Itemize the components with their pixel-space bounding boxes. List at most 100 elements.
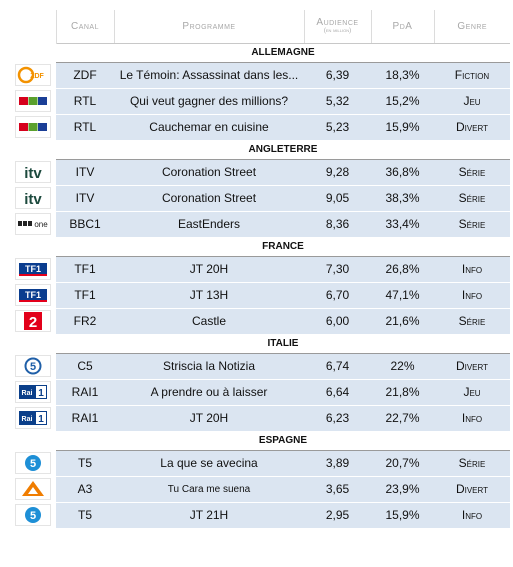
programme-cell: Castle xyxy=(114,308,304,335)
rai1-logo: Rai 1 xyxy=(15,381,51,403)
table-row: ZDF ZDF Le Témoin: Assassinat dans les... 6… xyxy=(10,62,510,89)
channel-logo-cell: TF1 xyxy=(10,256,56,282)
audience-cell: 3,89 xyxy=(304,450,371,477)
channel-cell: RAI1 xyxy=(56,379,114,406)
section-title: ANGLETERRE xyxy=(56,139,510,160)
programme-cell: Le Témoin: Assassinat dans les... xyxy=(114,62,304,89)
table-row: RTL Qui veut gagner des millions? 5,32 15,2… xyxy=(10,88,510,115)
programme-cell: A prendre ou à laisser xyxy=(114,379,304,406)
programme-cell: JT 20H xyxy=(114,256,304,283)
logo-text: 5 xyxy=(30,458,36,470)
section-title: FRANCE xyxy=(56,236,510,257)
header-row: Canal Programme Audience (en million) PdA… xyxy=(10,10,510,44)
logo-text: 5 xyxy=(30,361,36,373)
share-cell: 47,1% xyxy=(371,282,434,309)
channel-logo-cell: Rai 1 xyxy=(10,379,56,405)
channel-logo-cell xyxy=(10,476,56,502)
genre-cell: Divert xyxy=(434,476,510,503)
channel-logo-cell: 2 xyxy=(10,308,56,334)
section-logo-spacer xyxy=(10,140,56,159)
programme-cell: JT 20H xyxy=(114,405,304,432)
table-body: ALLEMAGNE ZDF ZDF Le Témoin: Assassinat dan… xyxy=(10,42,510,529)
channel-cell: TF1 xyxy=(56,282,114,309)
canale5-logo: 5 xyxy=(15,355,51,377)
audience-cell: 3,65 xyxy=(304,476,371,503)
table-row: Rai 1 RAI1 JT 20H 6,23 22,7% Info xyxy=(10,405,510,432)
logo-text: TF1 xyxy=(25,264,41,274)
audience-cell: 6,70 xyxy=(304,282,371,309)
antena3-logo xyxy=(15,478,51,500)
genre-cell: Info xyxy=(434,502,510,529)
table-row: TF1 TF1 JT 20H 7,30 26,8% Info xyxy=(10,256,510,283)
logo-text: 1 xyxy=(38,414,44,425)
logo-text: itv xyxy=(24,165,42,181)
itv-logo: itv xyxy=(15,187,51,209)
logo-text: ZDF xyxy=(30,73,44,80)
table-row: RTL Cauchemar en cuisine 5,23 15,9% Divert xyxy=(10,114,510,141)
audience-cell: 9,05 xyxy=(304,185,371,212)
section-row: ALLEMAGNE xyxy=(10,42,510,63)
section-logo-spacer xyxy=(10,237,56,256)
section-row: FRANCE xyxy=(10,236,510,257)
logo-text: 1 xyxy=(38,388,44,399)
audience-cell: 5,23 xyxy=(304,114,371,141)
share-cell: 36,8% xyxy=(371,159,434,186)
header-genre: Genre xyxy=(434,10,510,44)
genre-cell: Divert xyxy=(434,353,510,380)
programme-cell: JT 13H xyxy=(114,282,304,309)
share-cell: 15,9% xyxy=(371,502,434,529)
table-row: one BBC1 EastEnders 8,36 33,4% Série xyxy=(10,211,510,238)
audience-cell: 5,32 xyxy=(304,88,371,115)
genre-cell: Série xyxy=(434,308,510,335)
channel-cell: T5 xyxy=(56,502,114,529)
table-row: 5 T5 La que se avecina 3,89 20,7% Série xyxy=(10,450,510,477)
channel-cell: T5 xyxy=(56,450,114,477)
telecinco-logo: 5 xyxy=(15,504,51,526)
fr2-logo: 2 xyxy=(15,310,51,332)
header-canal: Canal xyxy=(56,10,115,44)
logo-text: itv xyxy=(24,191,42,207)
programme-cell: Qui veut gagner des millions? xyxy=(114,88,304,115)
logo-text: TF1 xyxy=(25,290,41,300)
section-title: ALLEMAGNE xyxy=(56,42,510,63)
programme-cell: Cauchemar en cuisine xyxy=(114,114,304,141)
section-row: ESPAGNE xyxy=(10,430,510,451)
genre-cell: Série xyxy=(434,450,510,477)
rtl-logo xyxy=(15,116,51,138)
channel-logo-cell: itv xyxy=(10,185,56,211)
channel-cell: ITV xyxy=(56,159,114,186)
genre-cell: Info xyxy=(434,405,510,432)
genre-cell: Série xyxy=(434,211,510,238)
logo-text: Rai xyxy=(22,416,33,423)
share-cell: 21,8% xyxy=(371,379,434,406)
programme-cell: La que se avecina xyxy=(114,450,304,477)
section-logo-spacer xyxy=(10,334,56,353)
audience-cell: 6,64 xyxy=(304,379,371,406)
channel-logo-cell: 5 xyxy=(10,353,56,379)
logo-text: Rai xyxy=(22,390,33,397)
rtl-logo xyxy=(15,90,51,112)
genre-cell: Série xyxy=(434,159,510,186)
channel-cell: FR2 xyxy=(56,308,114,335)
channel-logo-cell xyxy=(10,114,56,140)
channel-cell: RAI1 xyxy=(56,405,114,432)
share-cell: 15,9% xyxy=(371,114,434,141)
channel-cell: ITV xyxy=(56,185,114,212)
genre-cell: Info xyxy=(434,256,510,283)
table-row: Rai 1 RAI1 A prendre ou à laisser 6,64 21,8% J… xyxy=(10,379,510,406)
table-row: itv ITV Coronation Street 9,28 36,8% Série xyxy=(10,159,510,186)
programme-cell: Coronation Street xyxy=(114,185,304,212)
section-row: ANGLETERRE xyxy=(10,139,510,160)
tf1-logo: TF1 xyxy=(15,284,51,306)
audience-cell: 8,36 xyxy=(304,211,371,238)
channel-cell: C5 xyxy=(56,353,114,380)
genre-cell: Divert xyxy=(434,114,510,141)
header-programme: Programme xyxy=(114,10,305,44)
programme-cell: EastEnders xyxy=(114,211,304,238)
channel-cell: RTL xyxy=(56,88,114,115)
share-cell: 23,9% xyxy=(371,476,434,503)
audience-cell: 6,23 xyxy=(304,405,371,432)
share-cell: 20,7% xyxy=(371,450,434,477)
section-row: ITALIE xyxy=(10,333,510,354)
logo-text: one xyxy=(34,220,48,229)
